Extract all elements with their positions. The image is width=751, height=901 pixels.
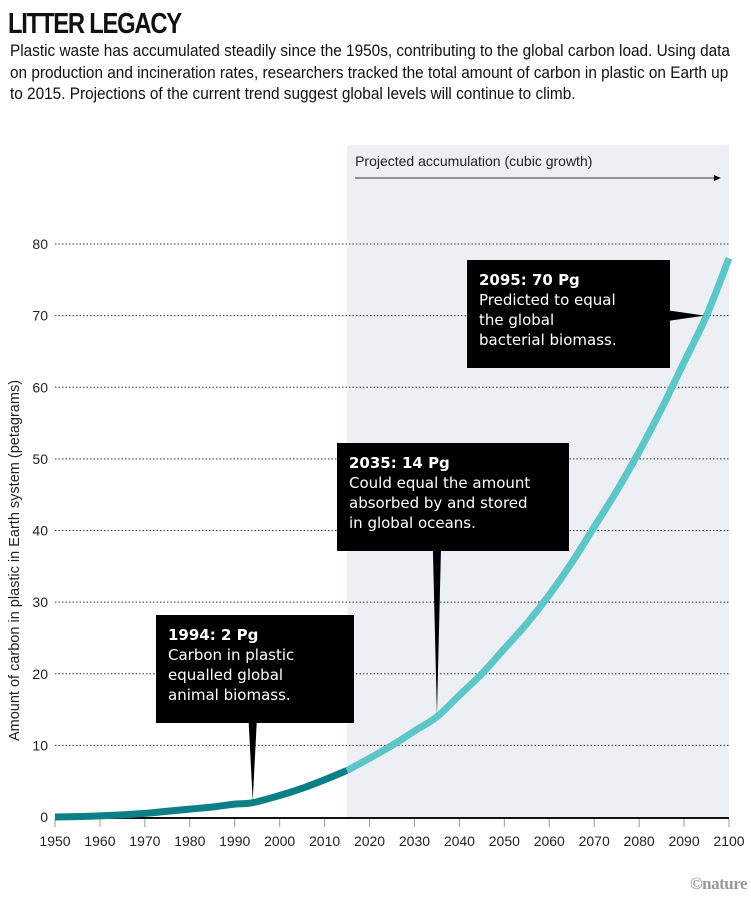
x-tick-label: 2090 xyxy=(668,833,699,849)
x-tick-label: 2020 xyxy=(354,833,385,849)
annotation-pointer xyxy=(248,723,257,801)
y-tick-label: 70 xyxy=(32,308,48,324)
x-tick-label: 2040 xyxy=(444,833,475,849)
x-tick-label: 1970 xyxy=(129,833,160,849)
x-tick-label: 2000 xyxy=(264,833,295,849)
x-tick-label: 1960 xyxy=(84,833,115,849)
series-lines xyxy=(54,257,733,821)
projection-label: Projected accumulation (cubic growth) xyxy=(355,153,592,169)
x-tick-label: 2030 xyxy=(399,833,430,849)
x-tick-label: 1980 xyxy=(174,833,205,849)
series-projected xyxy=(345,257,733,774)
y-tick-label: 60 xyxy=(32,379,48,395)
y-tick-labels: 0 10 20 30 40 50 60 70 80 xyxy=(32,236,48,825)
x-tick-label: 2050 xyxy=(489,833,520,849)
chart-subtitle: Plastic waste has accumulated steadily s… xyxy=(10,42,730,103)
annotation-2035: 2035: 14 Pg Could equal the amount absor… xyxy=(337,443,569,551)
annotation-heading: 1994: 2 Pg xyxy=(168,626,259,644)
x-tick-label: 1950 xyxy=(39,833,70,849)
y-tick-label: 30 xyxy=(32,594,48,610)
y-tick-label: 50 xyxy=(32,451,48,467)
annotation-text: Could equal the amount absorbed by and s… xyxy=(349,474,531,532)
y-axis-title: Amount of carbon in plastic in Earth sys… xyxy=(7,380,23,741)
annotation-pointers xyxy=(248,310,705,801)
x-tick-label: 2010 xyxy=(309,833,340,849)
y-tick-label: 10 xyxy=(32,737,48,753)
y-tick-label: 40 xyxy=(32,523,48,539)
x-tick-label: 2100 xyxy=(713,833,744,849)
x-tick-label: 2080 xyxy=(624,833,655,849)
annotation-1994: 1994: 2 Pg Carbon in plastic equalled gl… xyxy=(156,615,354,723)
annotation-pointer xyxy=(432,551,441,715)
annotation-heading: 2035: 14 Pg xyxy=(349,454,450,472)
y-tick-label: 20 xyxy=(32,666,48,682)
chart-title: LITTER LEGACY xyxy=(8,8,182,40)
annotation-heading: 2095: 70 Pg xyxy=(479,271,580,289)
x-ticks: 1950 1960 1970 1980 1990 2000 2010 2020 2030 2040… xyxy=(39,819,745,849)
y-tick-label: 0 xyxy=(40,809,48,825)
series-historical xyxy=(54,767,349,821)
annotation-2095: 2095: 70 Pg Predicted to equal the globa… xyxy=(467,260,670,368)
y-tick-label: 80 xyxy=(32,236,48,252)
annotation-text: Predicted to equal the global bacterial … xyxy=(479,291,617,349)
arrow-head-icon xyxy=(714,175,721,181)
annotation-pointer xyxy=(670,310,705,321)
x-tick-label: 1990 xyxy=(219,833,250,849)
x-tick-label: 2060 xyxy=(534,833,565,849)
x-tick-label: 2070 xyxy=(579,833,610,849)
nature-logo: ©nature xyxy=(689,874,748,893)
annotation-text: Carbon in plastic equalled global animal… xyxy=(168,646,295,704)
